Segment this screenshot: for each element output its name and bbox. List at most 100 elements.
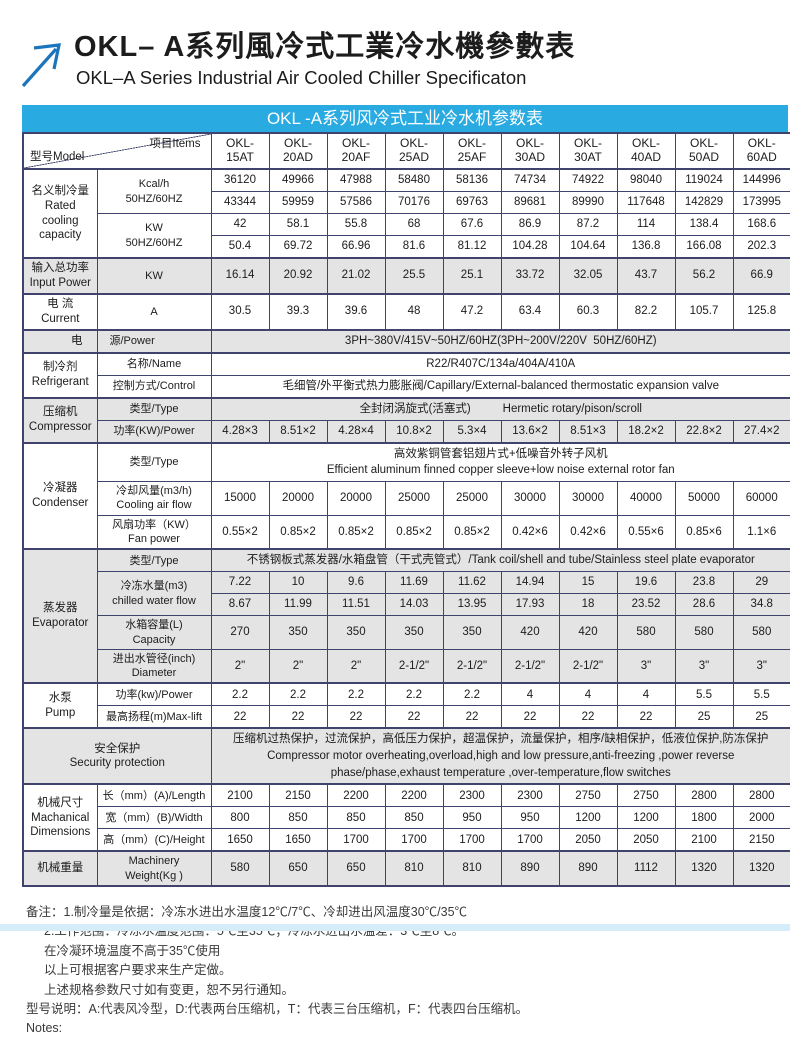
value-cell: 21.02 [326, 257, 386, 295]
value-cell: 2800 [674, 783, 734, 808]
value-cell: 3" [732, 648, 790, 684]
value-cell: 2150 [732, 828, 790, 852]
value-cell: 30000 [500, 481, 560, 516]
merged-value-cell: R22/R407C/134a/404A/410A [210, 351, 790, 376]
category-label: 电 [22, 328, 98, 354]
value-cell: 4 [616, 682, 676, 707]
value-cell: 202.3 [732, 235, 790, 259]
value-cell: 7.22 [210, 571, 270, 595]
value-cell: 5.5 [732, 682, 790, 707]
page-title-cn: OKL– A系列風冷式工業冷水機參數表 [74, 31, 576, 63]
value-cell: 22 [326, 705, 386, 729]
category-label: 制冷剂 Refrigerant [22, 351, 98, 399]
value-cell: 580 [210, 850, 270, 887]
value-cell: 89681 [500, 191, 560, 214]
note-line: 型号说明：A:代表风冷型，D:代表两台压缩机，T：代表三台压缩机，F：代表四台压… [26, 1001, 529, 1016]
value-cell: 2.2 [384, 682, 444, 707]
value-cell: 1700 [384, 828, 444, 852]
logo-arrow-icon [18, 36, 68, 92]
value-cell: 34.8 [732, 593, 790, 617]
note-line: 上述规格参数尺寸如有变更，恕不另行通知。 [44, 982, 295, 997]
value-cell: 2" [326, 648, 386, 684]
table-row: 压缩机 Compressor 类型/Type 全封闭涡旋式(活塞式) Hermeti… [22, 396, 790, 444]
value-cell: 19.6 [616, 571, 676, 595]
value-cell: 9.6 [326, 571, 386, 595]
note-line: 在冷凝环境温度不高于35℃使用 [44, 943, 221, 958]
value-cell: 10 [268, 571, 328, 595]
category-label: 机械尺寸 Machanical Dimensions [22, 783, 98, 852]
item-label: KW 50HZ/60HZ [96, 213, 212, 259]
value-cell: 70176 [384, 191, 444, 214]
value-cell: 47988 [326, 168, 386, 192]
table-row: KW 50HZ/60HZ 42 58.1 55.8 68 67.6 86.9 87.2 114 1… [23, 213, 790, 259]
value-cell: 2100 [674, 828, 734, 852]
value-cell: 58480 [384, 168, 444, 192]
item-label: KW [96, 257, 212, 295]
model-header-cell: OKL- 40AD [616, 132, 676, 170]
merged-value-cell: 不锈钢板式蒸发器/水箱盘管（干式壳管式）/Tank coil/shell and… [210, 548, 790, 573]
value-cell: 350 [326, 615, 386, 650]
value-cell: 29 [732, 571, 790, 595]
value-cell: 2" [210, 648, 270, 684]
merged-value-cell: 高效紫铜管套铝翅片式+低噪音外转子风机 Efficient aluminum f… [210, 441, 790, 483]
value-cell: 2-1/2" [384, 648, 444, 684]
value-cell: 22 [210, 705, 270, 729]
table-row: 50.4 69.72 66.96 81.6 81.12 104.28 104.64 136.8… [23, 235, 790, 259]
value-cell: 420 [500, 615, 560, 650]
value-cell: 32.05 [558, 257, 618, 295]
value-cell: 69.72 [268, 235, 328, 259]
spec-table: 型号Model 项目Items OKL- 15AT OKL- 20AD OKL- 2… [22, 132, 790, 888]
value-cell: 22 [268, 705, 328, 729]
value-cell: 15000 [210, 481, 270, 516]
value-cell: 2.2 [326, 682, 386, 707]
item-label: 名称/Name [96, 351, 212, 376]
table-row: 最高扬程(m)Max-lift 22 22 22 22 22 22 22 22 25 25 [23, 705, 790, 729]
item-label: 长（mm）(A)/Length [96, 783, 212, 808]
value-cell: 81.12 [442, 235, 502, 259]
value-cell: 23.8 [674, 571, 734, 595]
value-cell: 850 [268, 806, 328, 830]
value-cell: 20000 [326, 481, 386, 516]
value-cell: 950 [500, 806, 560, 830]
value-cell: 39.6 [326, 292, 386, 331]
value-cell: 950 [442, 806, 502, 830]
value-cell: 2050 [616, 828, 676, 852]
value-cell: 22 [616, 705, 676, 729]
table-row: 蒸发器 Evaporator 类型/Type 不锈钢板式蒸发器/水箱盘管（干式壳管式… [22, 548, 790, 684]
value-cell: 67.6 [442, 213, 502, 236]
category-label: 机械重量 [22, 850, 98, 887]
value-cell: 33.72 [500, 257, 560, 295]
value-cell: 0.85×2 [326, 514, 386, 550]
page-title-en: OKL–A Series Industrial Air Cooled Chill… [76, 66, 527, 88]
value-cell: 890 [500, 850, 560, 887]
value-cell: 166.08 [674, 235, 734, 259]
model-header-cell: OKL- 25AF [442, 132, 502, 170]
table-title-bar: OKL -A系列风冷式工业冷水机参数表 [22, 105, 788, 132]
table-row: 输入总功率 Input Power KW 16.14 20.92 21.02 25.5 25… [22, 257, 790, 295]
value-cell: 420 [558, 615, 618, 650]
table-row: 控制方式/Control 毛细管/外平衡式热力膨胀阀/Capillary/Exte… [23, 374, 790, 399]
value-cell: 117648 [616, 191, 676, 214]
value-cell: 20000 [268, 481, 328, 516]
value-cell: 2-1/2" [442, 648, 502, 684]
value-cell: 270 [210, 615, 270, 650]
item-label: 控制方式/Control [96, 374, 212, 399]
table-row: 进出水管径(inch) Diameter 2" 2" 2" 2-1/2" 2-1/2" 2-… [23, 648, 790, 684]
value-cell: 1200 [616, 806, 676, 830]
value-cell: 2.2 [268, 682, 328, 707]
value-cell: 2300 [442, 783, 502, 808]
value-cell: 2100 [210, 783, 270, 808]
value-cell: 48 [384, 292, 444, 331]
table-row: 电 流 Current A 30.5 39.3 39.6 48 47.2 63.4 60.3 82… [22, 292, 790, 331]
table-row: 冷却风量(m3/h) Cooling air flow 15000 20000 200… [23, 481, 790, 516]
value-cell: 81.6 [384, 235, 444, 259]
category-label: 水泵 Pump [22, 682, 98, 729]
value-cell: 0.85×2 [268, 514, 328, 550]
value-cell: 43344 [210, 191, 270, 214]
value-cell: 580 [732, 615, 790, 650]
table-row: 功率(KW)/Power 4.28×3 8.51×2 4.28×4 10.8×2 5.3×… [23, 419, 790, 444]
value-cell: 42 [210, 213, 270, 236]
item-label: 最高扬程(m)Max-lift [96, 705, 212, 729]
value-cell: 2150 [268, 783, 328, 808]
value-cell: 650 [268, 850, 328, 887]
